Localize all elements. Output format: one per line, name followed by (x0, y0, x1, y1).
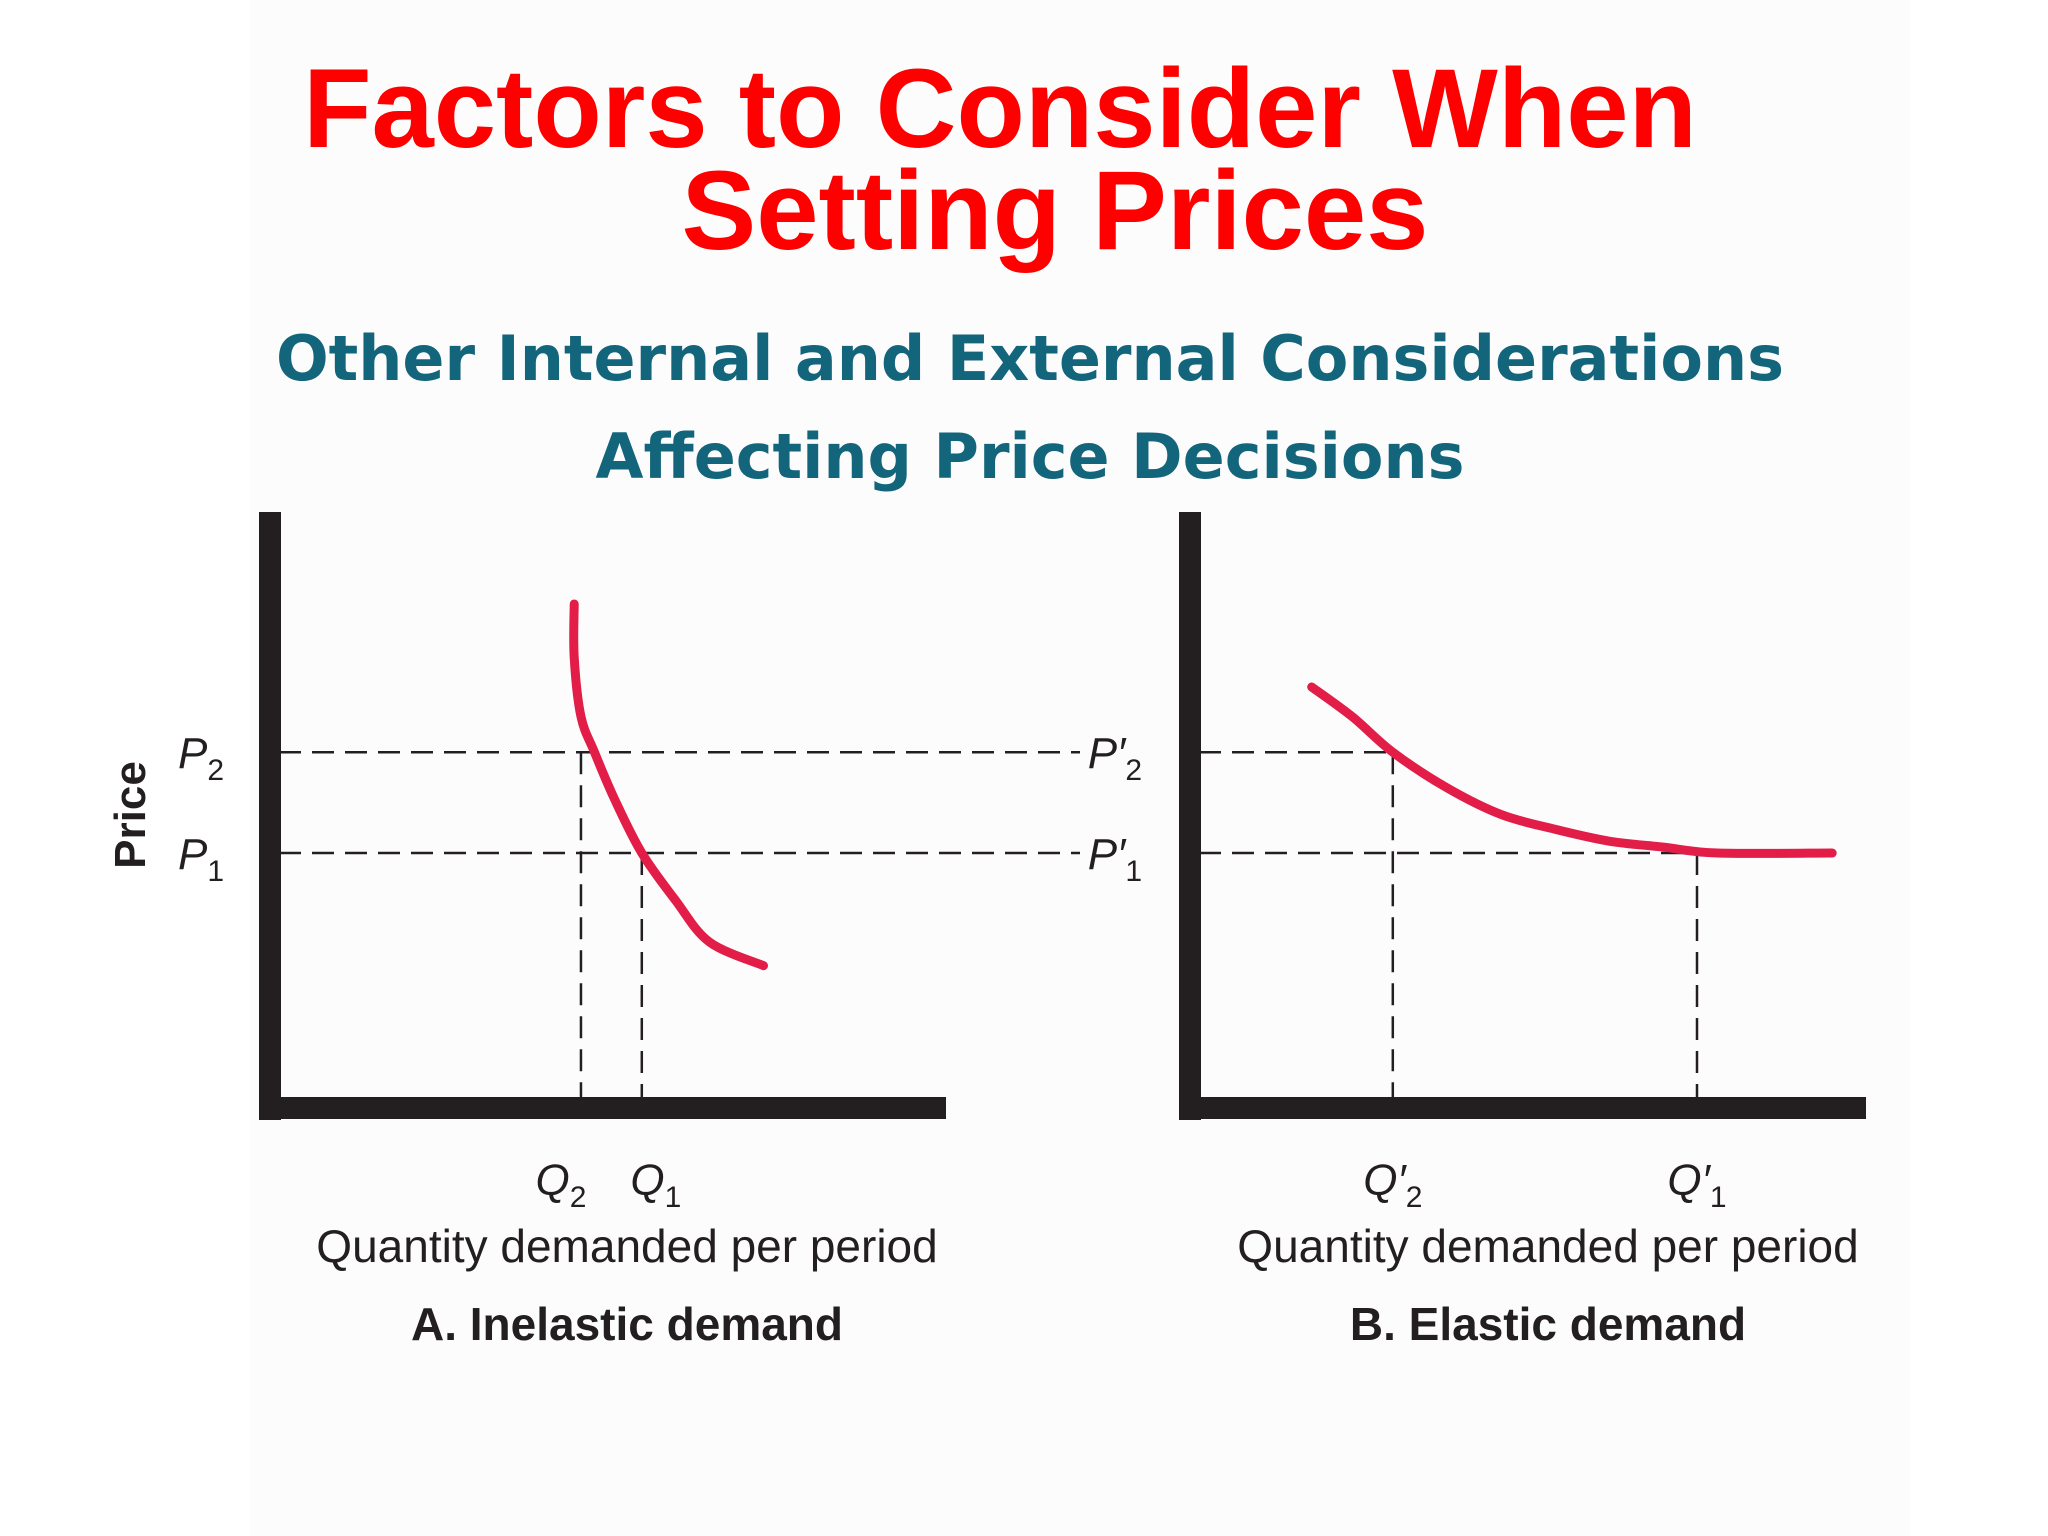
page-title: Factors to Consider When Setting Prices (150, 46, 1850, 273)
panel-a-x-axis-label: Quantity demanded per period (316, 1220, 937, 1272)
panel-a-y-tick-label-1: P1 (178, 830, 224, 888)
panel-a-y-tick-label-0: P2 (178, 729, 224, 787)
panel-a-y-axis-label: Price (106, 761, 155, 869)
panel-b-x-tick-label-1: Q′1 (1667, 1156, 1726, 1214)
panel-a-x-tick-label-0: Q2 (535, 1156, 586, 1214)
panel-b-x-axis-label: Quantity demanded per period (1237, 1220, 1858, 1272)
panel-a-x-tick-label-1: Q1 (630, 1156, 681, 1214)
panel-b-x-tick-label-0: Q′2 (1363, 1156, 1422, 1214)
panel-a-title: A. Inelastic demand (411, 1298, 843, 1350)
title-line-2: Setting Prices (681, 148, 1429, 273)
panel-b-title: B. Elastic demand (1350, 1298, 1746, 1350)
panel-b-y-tick-label-0: P′2 (1088, 729, 1142, 787)
title-line-1: Factors to Consider When (303, 46, 1697, 171)
page-subtitle: Other Internal and External Consideratio… (150, 310, 1910, 506)
subtitle-line-1: Other Internal and External Consideratio… (275, 322, 1785, 395)
subtitle-line-2: Affecting Price Decisions (595, 420, 1465, 493)
panel-b-y-tick-label-1: P′1 (1088, 830, 1142, 888)
panel-a-demand-curve (569, 599, 768, 971)
panel-b-demand-curve (1307, 682, 1837, 858)
slide-background (250, 0, 1910, 1536)
